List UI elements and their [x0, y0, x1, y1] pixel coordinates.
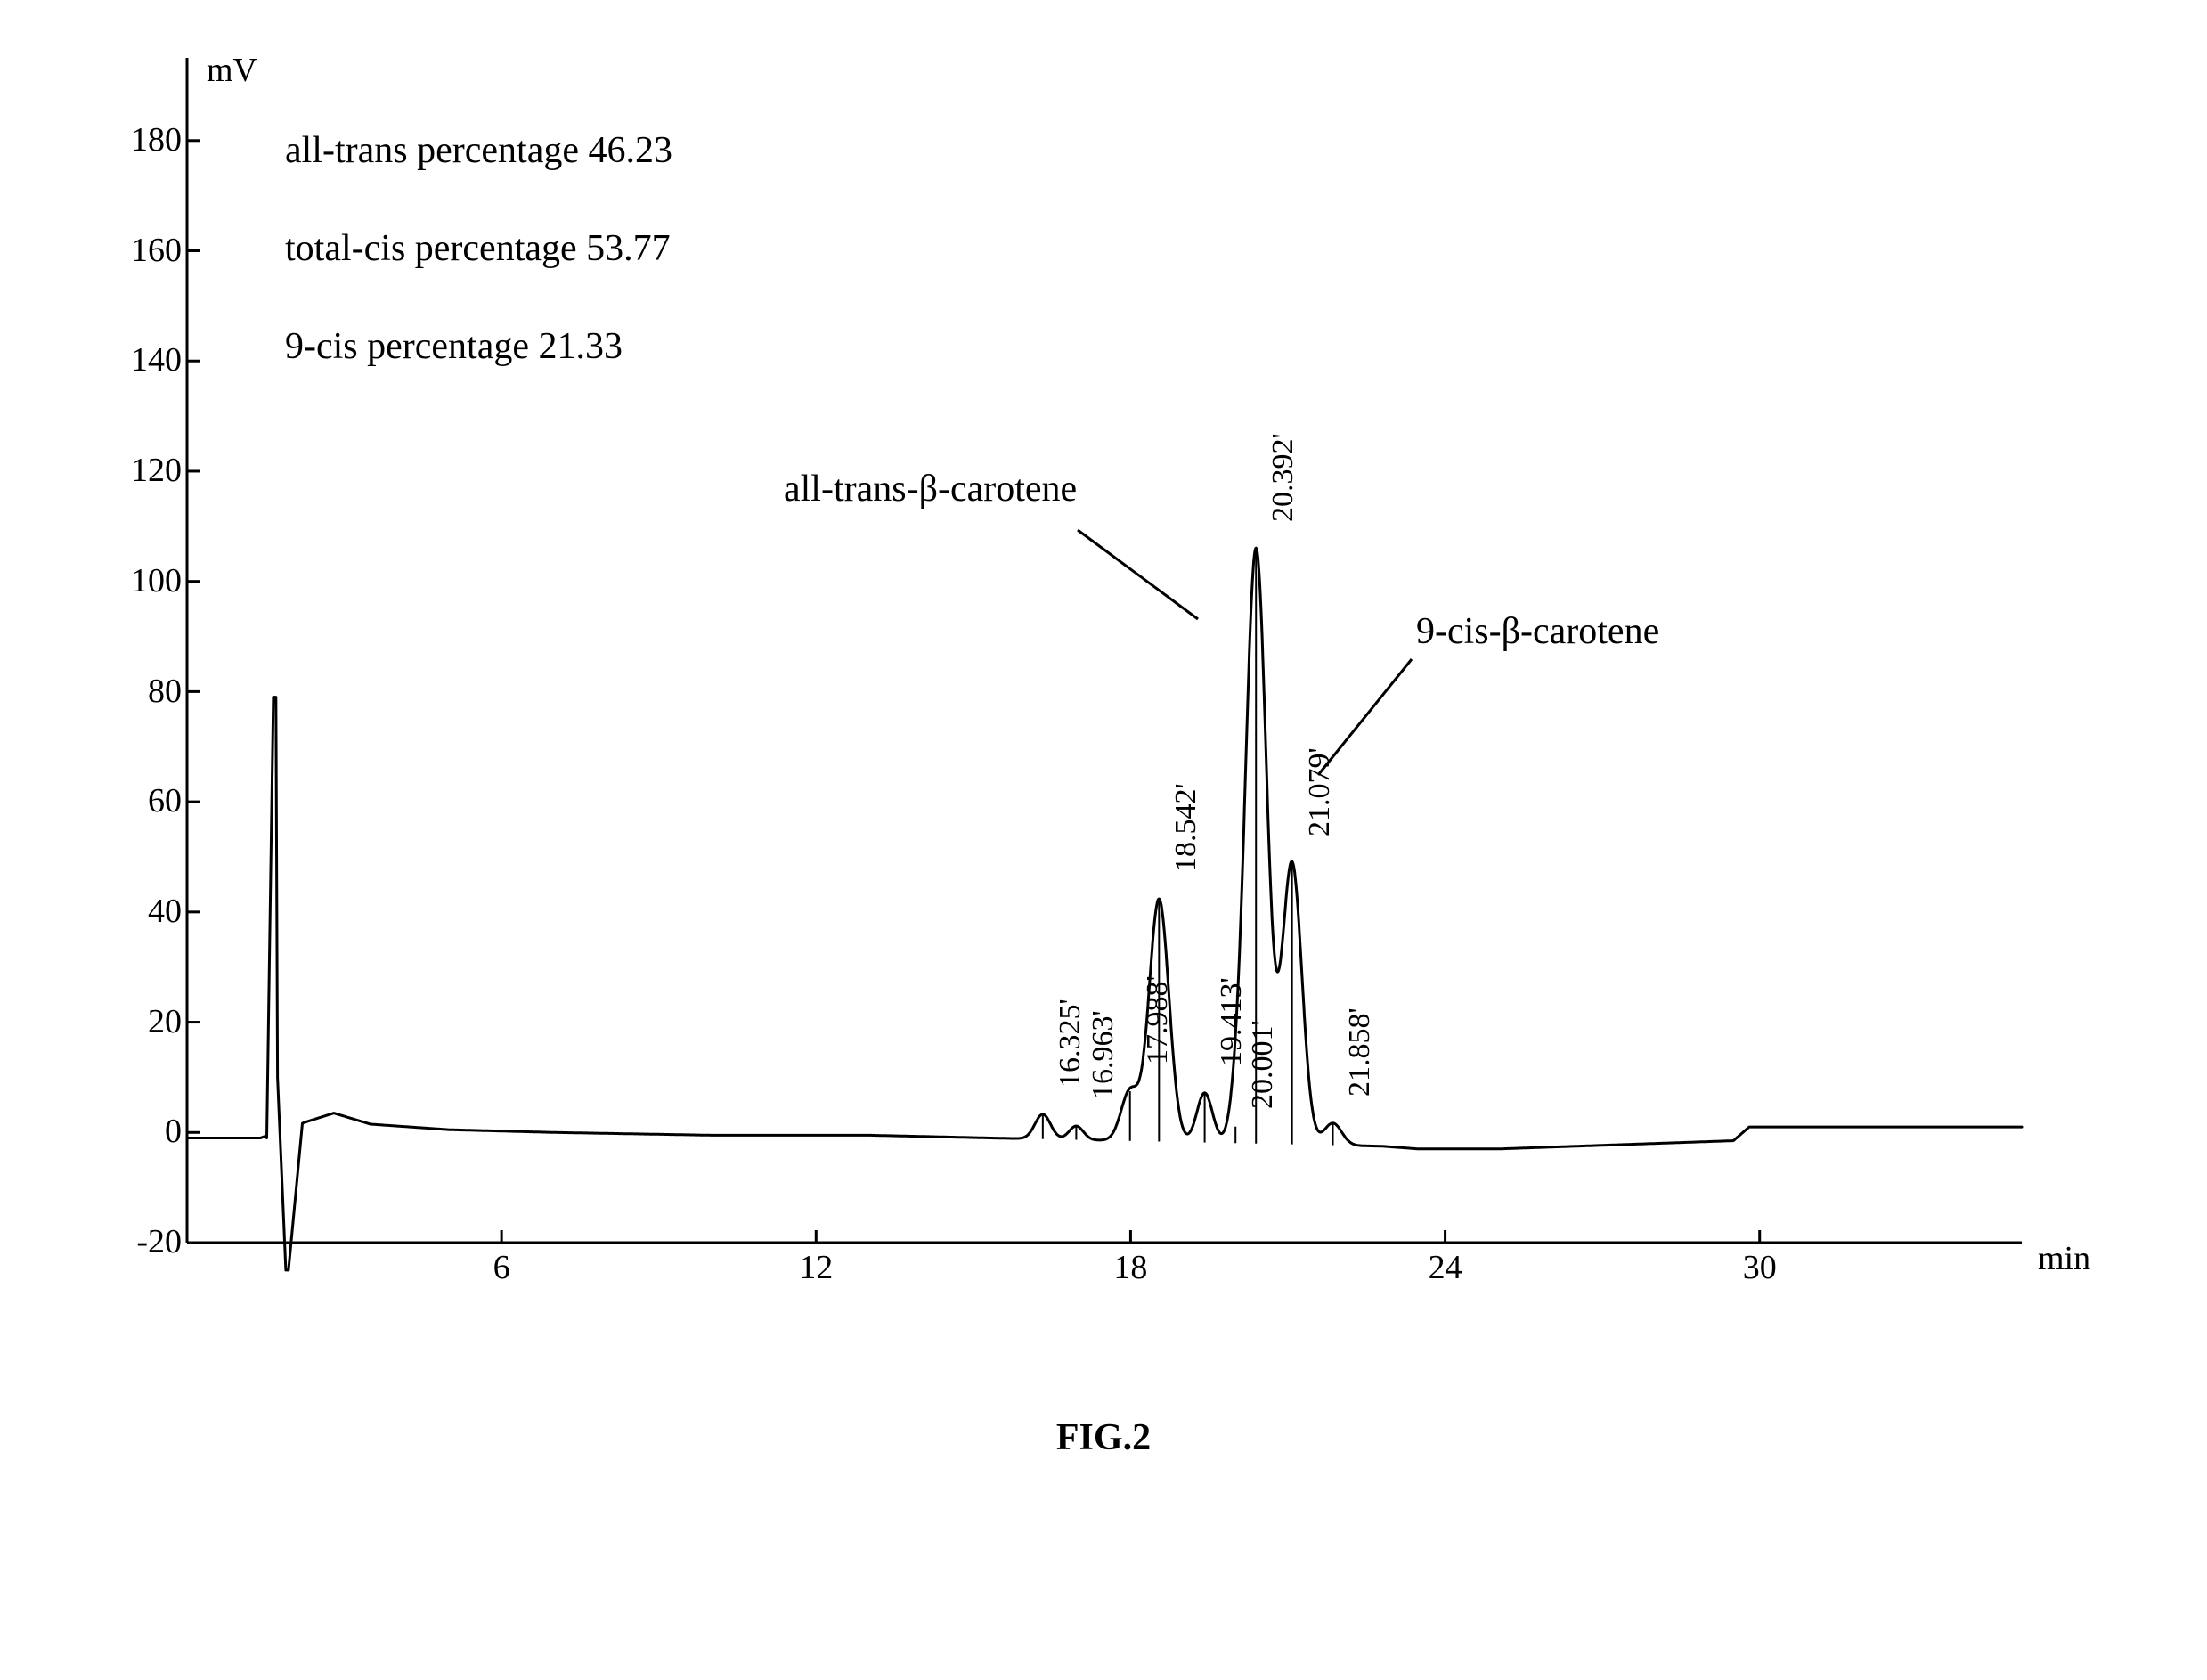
peak-retention-label: 19.413' [1215, 977, 1249, 1066]
peak-retention-label: 21.858' [1343, 1007, 1377, 1097]
peak-retention-label: 17.988' [1141, 975, 1175, 1064]
chart-annotation: all-trans percentage 46.23 [285, 129, 672, 172]
x-tick-label: 18 [1113, 1248, 1147, 1287]
y-tick-label: 140 [131, 340, 182, 379]
callout-label: all-trans-β-carotene [784, 468, 1077, 510]
x-tick-label: 6 [493, 1248, 510, 1287]
page: mV min -20 0 20 40 60 80 100 120 140 160 180 6 12 18… [0, 0, 2207, 1680]
figure-caption: FIG.2 [0, 1416, 2207, 1459]
peak-retention-label: 20.392' [1266, 433, 1300, 522]
chart-annotation: total-cis percentage 53.77 [285, 227, 671, 270]
peak-retention-label: 20.001' [1246, 1020, 1280, 1109]
peak-retention-label: 18.542' [1169, 784, 1203, 873]
x-tick-label: 30 [1743, 1248, 1777, 1287]
y-tick-label: 80 [148, 672, 182, 711]
chromatogram-chart: mV min -20 0 20 40 60 80 100 120 140 160 180 6 12 18… [116, 36, 2129, 1323]
chart-annotation: 9-cis percentage 21.33 [285, 325, 623, 368]
peak-retention-label: 16.963' [1087, 1010, 1120, 1099]
y-tick-label: 0 [165, 1112, 182, 1151]
y-axis-unit-label: mV [207, 51, 257, 90]
y-tick-label: 180 [131, 120, 182, 159]
y-tick-label: 20 [148, 1002, 182, 1041]
peak-retention-label: 16.325' [1054, 999, 1087, 1088]
x-tick-label: 12 [799, 1248, 833, 1287]
y-tick-label: 100 [131, 561, 182, 600]
y-tick-label: 160 [131, 231, 182, 270]
x-axis-unit-label: min [2038, 1239, 2090, 1278]
y-tick-label: 60 [148, 781, 182, 820]
y-tick-label: 40 [148, 892, 182, 931]
peak-retention-label: 21.079' [1303, 747, 1337, 836]
callout-label: 9-cis-β-carotene [1416, 610, 1659, 653]
x-tick-label: 24 [1429, 1248, 1462, 1287]
y-tick-label: 120 [131, 451, 182, 490]
y-tick-label: -20 [136, 1222, 182, 1261]
